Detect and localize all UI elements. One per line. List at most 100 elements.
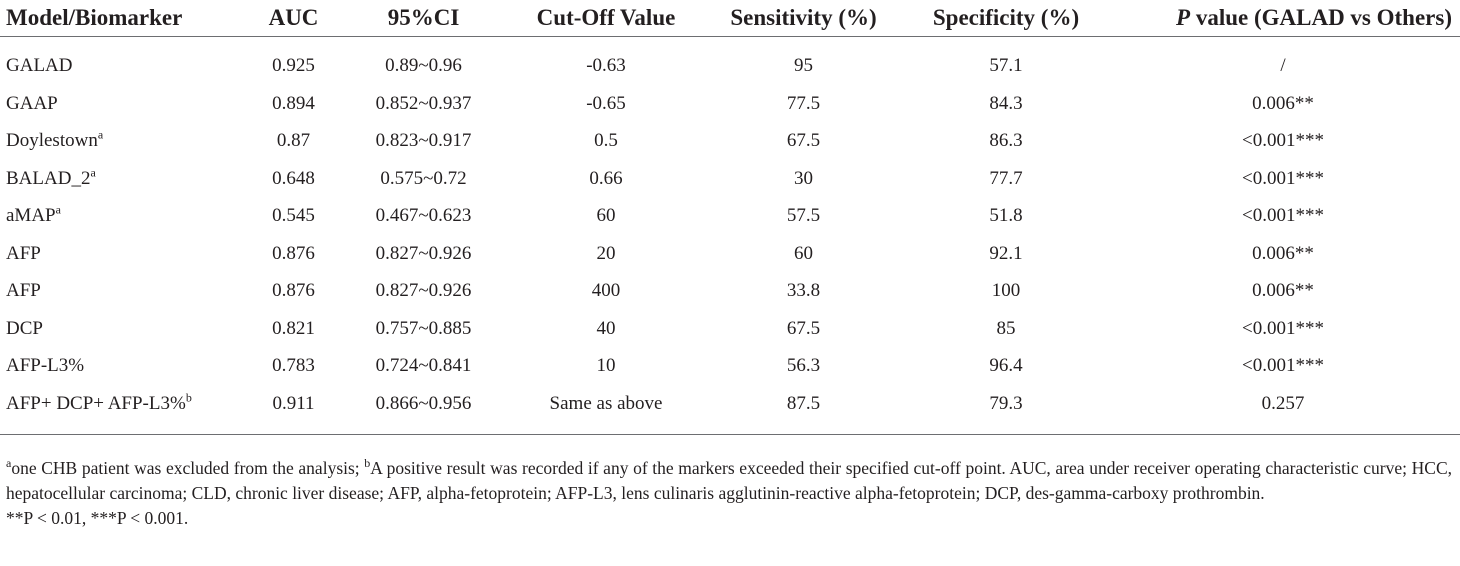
cell-pvalue: 0.006** [1106,235,1460,273]
cell-specificity-text: 85 [996,317,1016,339]
table-header: Model/Biomarker AUC 95%CI Cut-Off Value … [0,0,1460,37]
cell-pvalue: <0.001*** [1106,347,1460,385]
cell-sensitivity: 95 [701,37,906,85]
cell-cutoff-text: 10 [596,355,616,377]
cell-auc: 0.876 [251,272,336,310]
footnote-marker: a [90,165,96,180]
cell-model-text: Doylestown [6,130,98,152]
cell-specificity-text: 92.1 [989,242,1023,264]
cell-model-text: DCP [6,317,43,339]
cell-sensitivity-text: 57.5 [786,205,821,227]
cell-sensitivity-text: 67.5 [786,130,821,152]
cell-sensitivity: 30 [701,160,906,198]
cell-cutoff: 10 [511,347,701,385]
cell-cutoff: 20 [511,235,701,273]
table-row: Doylestowna 0.87 0.823~0.917 0.5 67.5 86.3 <0.… [0,122,1460,160]
header-auc: AUC [268,5,319,30]
cell-ci-text: 0.866~0.956 [375,392,472,414]
table-row: DCP 0.821 0.757~0.885 40 67.5 85 <0.001*** [0,310,1460,348]
cell-auc-text: 0.821 [272,317,315,339]
cell-model: GALAD [0,37,251,85]
cell-ci-text: 0.467~0.623 [375,205,472,227]
cell-auc-text: 0.876 [272,280,315,302]
header-pvalue-label: value (GALAD vs Others) [1190,5,1452,30]
cell-cutoff-text: 0.5 [594,130,618,152]
cell-specificity: 100 [906,272,1106,310]
cell-cutoff: 400 [511,272,701,310]
cell-sensitivity: 60 [701,235,906,273]
cell-cutoff: 40 [511,310,701,348]
cell-specificity: 96.4 [906,347,1106,385]
cell-ci: 0.757~0.885 [336,310,511,348]
table-row: AFP+ DCP+ AFP-L3%b 0.911 0.866~0.956 Same a… [0,385,1460,435]
cell-sensitivity: 77.5 [701,85,906,123]
cell-pvalue-text: <0.001*** [1242,317,1324,339]
cell-model-text: AFP-L3% [6,355,85,377]
table-row: AFP-L3% 0.783 0.724~0.841 10 56.3 96.4 <0.001*… [0,347,1460,385]
cell-ci: 0.852~0.937 [336,85,511,123]
cell-pvalue-text: <0.001*** [1242,205,1324,227]
footnotes: aone CHB patient was excluded from the a… [6,456,1452,531]
cell-model: AFP [0,272,251,310]
cell-pvalue: 0.257 [1106,385,1460,435]
cell-model-text: GALAD [6,55,73,77]
cell-ci: 0.827~0.926 [336,235,511,273]
header-sensitivity: Sensitivity (%) [730,5,877,30]
cell-model: Doylestowna [0,122,251,160]
table-body: GALAD 0.925 0.89~0.96 -0.63 95 57.1 / GAAP 0.894… [0,37,1460,435]
cell-model-text: GAAP [6,92,58,114]
cell-sensitivity-text: 95 [794,55,813,77]
cell-pvalue: 0.006** [1106,85,1460,123]
cell-sensitivity: 56.3 [701,347,906,385]
cell-auc: 0.821 [251,310,336,348]
cell-sensitivity-text: 60 [794,242,813,264]
cell-sensitivity: 87.5 [701,385,906,435]
cell-specificity: 92.1 [906,235,1106,273]
cell-model-text: aMAP [6,205,56,227]
cell-sensitivity-text: 30 [794,167,813,189]
cell-pvalue-text: <0.001*** [1242,167,1324,189]
cell-cutoff-text: 400 [591,280,621,302]
cell-specificity-text: 100 [991,280,1021,302]
cell-specificity-text: 77.7 [989,167,1023,189]
cell-ci: 0.823~0.917 [336,122,511,160]
cell-auc: 0.894 [251,85,336,123]
cell-ci: 0.866~0.956 [336,385,511,435]
cell-cutoff: Same as above [511,385,701,435]
cell-ci-text: 0.827~0.926 [375,280,472,302]
cell-pvalue-text: 0.257 [1261,392,1305,414]
cell-ci-text: 0.724~0.841 [375,355,472,377]
cell-auc-text: 0.911 [272,392,315,414]
cell-specificity: 85 [906,310,1106,348]
table-row: AFP 0.876 0.827~0.926 400 33.8 100 0.006** [0,272,1460,310]
cell-auc: 0.876 [251,235,336,273]
cell-model: AFP-L3% [0,347,251,385]
cell-ci-text: 0.823~0.917 [375,130,472,152]
cell-cutoff-text: Same as above [549,392,663,414]
cell-auc-text: 0.876 [272,242,315,264]
footnote-marker: a [55,202,61,217]
footnote-significance: **P < 0.01, ***P < 0.001. [6,508,189,528]
footnote-main: aone CHB patient was excluded from the a… [6,456,1452,506]
footnote-marker: b [185,390,192,405]
cell-auc-text: 0.648 [272,167,315,189]
cell-ci: 0.575~0.72 [336,160,511,198]
cell-sensitivity-text: 56.3 [786,355,821,377]
cell-specificity: 79.3 [906,385,1106,435]
cell-ci-text: 0.89~0.96 [385,55,462,77]
cell-model-text: AFP [6,280,41,302]
cell-model: AFP+ DCP+ AFP-L3%b [0,385,251,435]
cell-auc: 0.911 [251,385,336,435]
footnote-b-marker: b [364,456,371,471]
cell-pvalue-text: / [1280,55,1286,77]
cell-sensitivity: 67.5 [701,122,906,160]
cell-pvalue-text: 0.006** [1252,92,1314,114]
cell-specificity: 86.3 [906,122,1106,160]
cell-specificity-text: 79.3 [989,392,1023,414]
header-pvalue-p: P [1176,5,1191,30]
cell-ci: 0.89~0.96 [336,37,511,85]
table-row: GAAP 0.894 0.852~0.937 -0.65 77.5 84.3 0.006** [0,85,1460,123]
cell-cutoff-text: 0.66 [589,167,623,189]
cell-ci-text: 0.852~0.937 [375,92,472,114]
cell-specificity: 51.8 [906,197,1106,235]
